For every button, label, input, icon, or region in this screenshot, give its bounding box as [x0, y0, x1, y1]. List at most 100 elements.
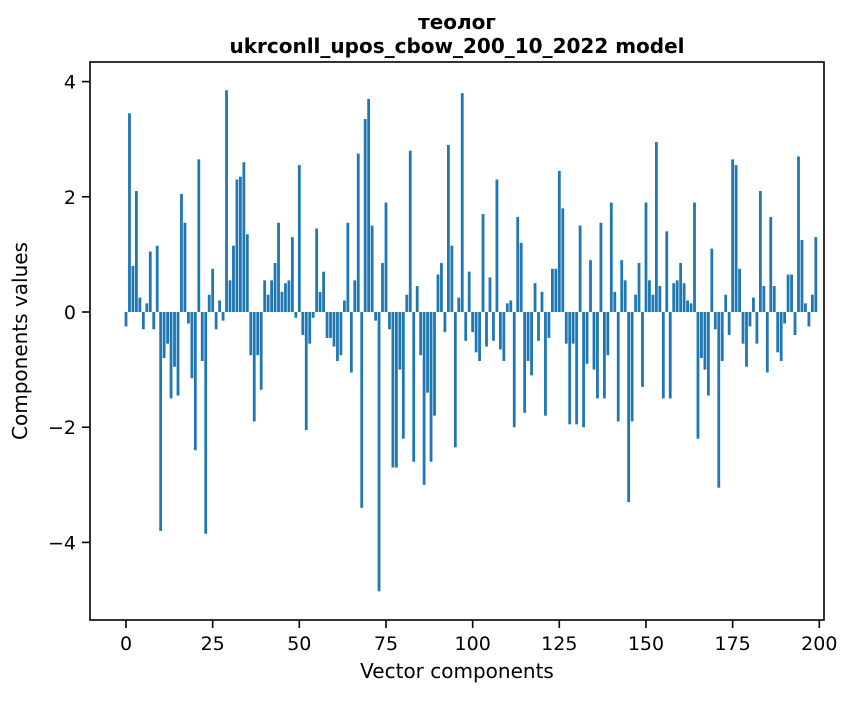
- bar: [814, 237, 818, 312]
- bar: [370, 225, 374, 312]
- bar: [530, 312, 533, 376]
- bar: [211, 268, 215, 312]
- bar: [668, 312, 672, 399]
- bar: [793, 312, 797, 336]
- bar: [627, 312, 631, 503]
- bar: [592, 312, 596, 370]
- bar: [467, 271, 471, 312]
- bar: [221, 312, 225, 321]
- bar: [266, 294, 270, 312]
- bar: [353, 280, 357, 312]
- y-tick-label: 4: [64, 72, 76, 94]
- bar: [318, 291, 322, 312]
- bar: [765, 312, 769, 373]
- bar: [349, 312, 353, 373]
- bar: [557, 170, 561, 312]
- bar: [523, 312, 527, 413]
- bar: [249, 312, 253, 356]
- bar: [200, 312, 204, 361]
- bar: [665, 231, 669, 312]
- bar: [193, 312, 197, 451]
- bar: [339, 312, 343, 356]
- bar: [440, 263, 443, 312]
- bar: [315, 228, 319, 312]
- bar: [790, 274, 793, 312]
- bar: [481, 214, 485, 312]
- bar: [384, 202, 388, 312]
- bar: [336, 312, 339, 361]
- bar: [131, 265, 135, 312]
- bar: [654, 142, 658, 312]
- bar: [776, 312, 780, 353]
- bar: [311, 312, 315, 318]
- bar: [693, 202, 696, 312]
- bar: [609, 202, 613, 312]
- x-tick-label: 25: [201, 633, 225, 655]
- bar: [363, 119, 367, 312]
- bar: [433, 312, 436, 416]
- chart-title-word: теолог: [418, 10, 496, 34]
- bar: [748, 312, 752, 327]
- chart-bars: [124, 90, 818, 592]
- bar: [405, 294, 409, 312]
- bar: [173, 312, 176, 367]
- bar: [270, 280, 273, 312]
- bar: [804, 303, 807, 312]
- bar: [138, 297, 142, 312]
- bar: [474, 312, 478, 353]
- bar: [641, 312, 644, 387]
- bar: [308, 312, 312, 344]
- bar: [485, 312, 488, 347]
- bar: [280, 291, 284, 312]
- bar: [713, 312, 717, 330]
- bar: [810, 294, 814, 312]
- bar: [297, 165, 301, 312]
- bar: [398, 312, 402, 370]
- y-axis-label: Components values: [8, 242, 32, 440]
- bar: [235, 179, 239, 312]
- bar: [544, 312, 547, 416]
- plot-area: [89, 61, 825, 621]
- bar: [273, 263, 277, 312]
- bar: [342, 300, 346, 312]
- bar: [675, 280, 679, 312]
- bar: [488, 277, 492, 312]
- chart-title-model: ukrconll_upos_cbow_200_10_2022 model: [229, 34, 684, 58]
- bar: [245, 234, 249, 312]
- bar: [367, 98, 371, 312]
- bar: [256, 312, 260, 356]
- x-tick-label: 75: [374, 633, 398, 655]
- bar: [287, 280, 291, 312]
- bar: [509, 300, 513, 312]
- bar: [284, 283, 287, 312]
- x-tick-label: 200: [801, 633, 837, 655]
- bar: [346, 222, 350, 312]
- bar: [637, 263, 641, 312]
- bar: [571, 312, 575, 344]
- bar: [724, 294, 728, 312]
- bar: [752, 297, 755, 312]
- bar: [498, 312, 502, 350]
- bar: [322, 271, 325, 312]
- bar: [214, 312, 218, 330]
- bar: [450, 245, 454, 312]
- bar: [207, 294, 211, 312]
- x-tick-label: 125: [541, 633, 577, 655]
- bar: [422, 312, 426, 485]
- bar: [648, 280, 651, 312]
- x-axis-label: Vector components: [360, 659, 554, 683]
- bar: [783, 312, 787, 324]
- bar: [706, 312, 710, 396]
- bar: [769, 216, 773, 312]
- bar: [720, 312, 724, 361]
- bar: [166, 312, 169, 344]
- x-tick-label: 150: [628, 633, 664, 655]
- bar: [453, 312, 457, 448]
- bar: [505, 303, 509, 312]
- bar: [408, 150, 412, 312]
- bar: [512, 312, 516, 428]
- bar: [290, 237, 294, 312]
- bar: [228, 280, 232, 312]
